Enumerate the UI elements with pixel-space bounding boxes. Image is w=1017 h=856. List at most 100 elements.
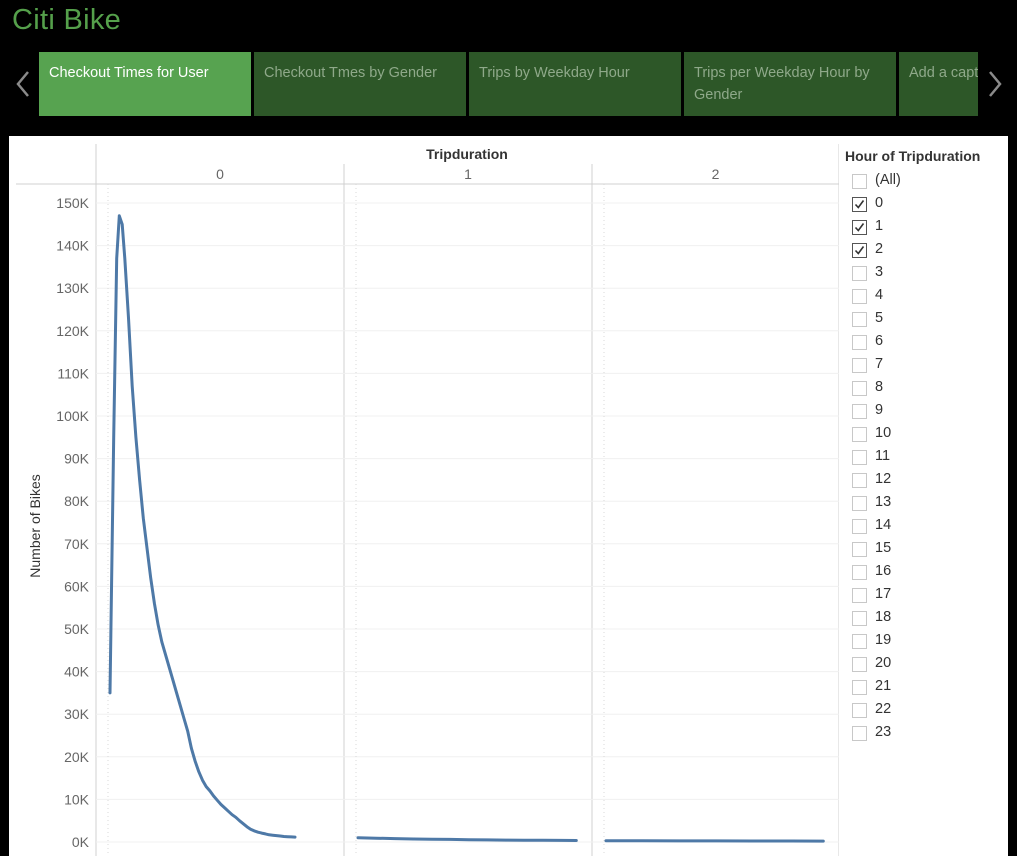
filter-checkbox[interactable] [852,496,867,511]
story-tab-checkout-times-by-gender[interactable]: Checkout Tmes by Gender [254,52,466,116]
filter-option[interactable]: 1 [845,217,1005,240]
filter-option-label: (All) [875,172,901,188]
y-tick-label: 10K [64,791,90,807]
filter-option[interactable]: 8 [845,378,1005,401]
filter-option[interactable]: 10 [845,424,1005,447]
filter-option[interactable]: 20 [845,654,1005,677]
filter-checkbox[interactable] [852,289,867,304]
filter-option[interactable]: 13 [845,493,1005,516]
panel-header: 1 [464,166,472,182]
filter-option[interactable]: 16 [845,562,1005,585]
filter-checkbox[interactable] [852,312,867,327]
filter-option[interactable]: 23 [845,723,1005,746]
filter-option[interactable]: 4 [845,286,1005,309]
filter-checkbox[interactable] [852,657,867,672]
story-tab-label: Checkout Tmes by Gender [264,65,437,81]
filter-option[interactable]: 12 [845,470,1005,493]
filter-checkbox[interactable] [852,473,867,488]
story-tab-label: Checkout Times for User [49,65,209,81]
filter-title: Hour of Tripduration [845,148,1005,164]
filter-option-label: 0 [875,195,883,211]
filter-option[interactable]: 7 [845,355,1005,378]
filter-option[interactable]: 0 [845,194,1005,217]
story-prev-button[interactable] [6,52,40,116]
story-tab-trips-by-weekday-hour[interactable]: Trips by Weekday Hour [469,52,681,116]
filter-option[interactable]: 15 [845,539,1005,562]
y-tick-label: 110K [57,365,89,381]
story-tabs: Checkout Times for User Checkout Tmes by… [39,52,978,116]
filter-checkbox[interactable] [852,611,867,626]
story-tab-label: Trips per Weekday Hour by Gender [694,65,870,103]
y-tick-label: 50K [64,621,90,637]
story-next-button[interactable] [978,52,1012,116]
panel-header: 0 [216,166,224,182]
filter-option-label: 14 [875,517,891,533]
series-line-panel-1 [358,838,576,841]
y-tick-label: 140K [56,238,89,254]
filter-checkbox[interactable] [852,542,867,557]
filter-option[interactable]: 18 [845,608,1005,631]
filter-option-label: 8 [875,379,883,395]
y-tick-label: 20K [64,749,90,765]
filter-checkbox[interactable] [852,220,867,235]
check-icon [854,245,865,256]
y-axis-label: Number of Bikes [27,474,43,577]
check-icon [854,222,865,233]
y-tick-label: 70K [64,536,90,552]
filter-option-label: 3 [875,264,883,280]
filter-checkbox[interactable] [852,243,867,258]
filter-option[interactable]: 22 [845,700,1005,723]
filter-checkbox[interactable] [852,404,867,419]
y-tick-label: 100K [56,408,89,424]
filter-checkbox[interactable] [852,588,867,603]
filter-option-label: 4 [875,287,883,303]
y-tick-label: 130K [56,280,89,296]
filter-checkbox[interactable] [852,450,867,465]
filter-option[interactable]: 2 [845,240,1005,263]
story-tab-add-caption[interactable]: Add a caption [899,52,978,116]
filter-checkbox[interactable] [852,174,867,189]
filter-option[interactable]: 6 [845,332,1005,355]
y-tick-label: 40K [64,664,90,680]
filter-option[interactable]: 17 [845,585,1005,608]
filter-option-label: 20 [875,655,891,671]
filter-checkbox[interactable] [852,726,867,741]
filter-checkbox[interactable] [852,703,867,718]
filter-option-label: 16 [875,563,891,579]
filter-option-label: 6 [875,333,883,349]
filter-option-label: 5 [875,310,883,326]
filter-checkbox[interactable] [852,519,867,534]
filter-option-label: 11 [875,448,890,464]
filter-checkbox[interactable] [852,680,867,695]
filter-checkbox[interactable] [852,381,867,396]
filter-option-label: 9 [875,402,883,418]
y-tick-label: 120K [56,323,89,339]
filter-checkbox[interactable] [852,634,867,649]
panel-header: 2 [712,166,720,182]
filter-option[interactable]: 21 [845,677,1005,700]
y-tick-label: 80K [64,493,90,509]
filter-checkbox[interactable] [852,335,867,350]
tripduration-line-chart: 150K140K130K120K110K100K90K80K70K60K50K4… [9,136,839,856]
filter-option[interactable]: 5 [845,309,1005,332]
filter-option[interactable]: 3 [845,263,1005,286]
filter-option-label: 13 [875,494,891,510]
filter-option[interactable]: 9 [845,401,1005,424]
filter-checkbox[interactable] [852,266,867,281]
chevron-right-icon [987,70,1003,98]
filter-option[interactable]: (All) [845,171,1005,194]
story-tab-checkout-times-for-user[interactable]: Checkout Times for User [39,52,251,116]
filter-option-label: 19 [875,632,891,648]
filter-checkbox[interactable] [852,565,867,580]
filter-option[interactable]: 11 [845,447,1005,470]
filter-option[interactable]: 14 [845,516,1005,539]
filter-option-label: 2 [875,241,883,257]
story-tab-trips-per-weekday-hour-by-gender[interactable]: Trips per Weekday Hour by Gender [684,52,896,116]
filter-option-label: 22 [875,701,891,717]
filter-checkbox[interactable] [852,197,867,212]
filter-checkbox[interactable] [852,358,867,373]
filter-checkbox[interactable] [852,427,867,442]
series-line-panel-0 [110,216,295,837]
filter-option[interactable]: 19 [845,631,1005,654]
